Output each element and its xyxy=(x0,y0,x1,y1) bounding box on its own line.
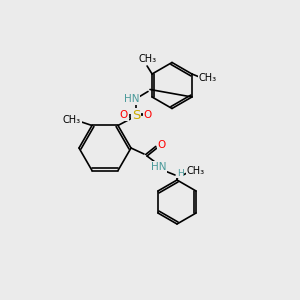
Text: O: O xyxy=(120,110,128,121)
Text: H: H xyxy=(177,169,183,178)
Text: CH₃: CH₃ xyxy=(63,116,81,125)
Text: CH₃: CH₃ xyxy=(138,54,156,64)
Text: HN: HN xyxy=(124,94,140,104)
Text: O: O xyxy=(144,110,152,121)
Text: CH₃: CH₃ xyxy=(199,73,217,83)
Text: CH₃: CH₃ xyxy=(187,166,205,176)
Text: HN: HN xyxy=(151,162,167,172)
Text: S: S xyxy=(132,109,140,122)
Text: O: O xyxy=(158,140,166,150)
